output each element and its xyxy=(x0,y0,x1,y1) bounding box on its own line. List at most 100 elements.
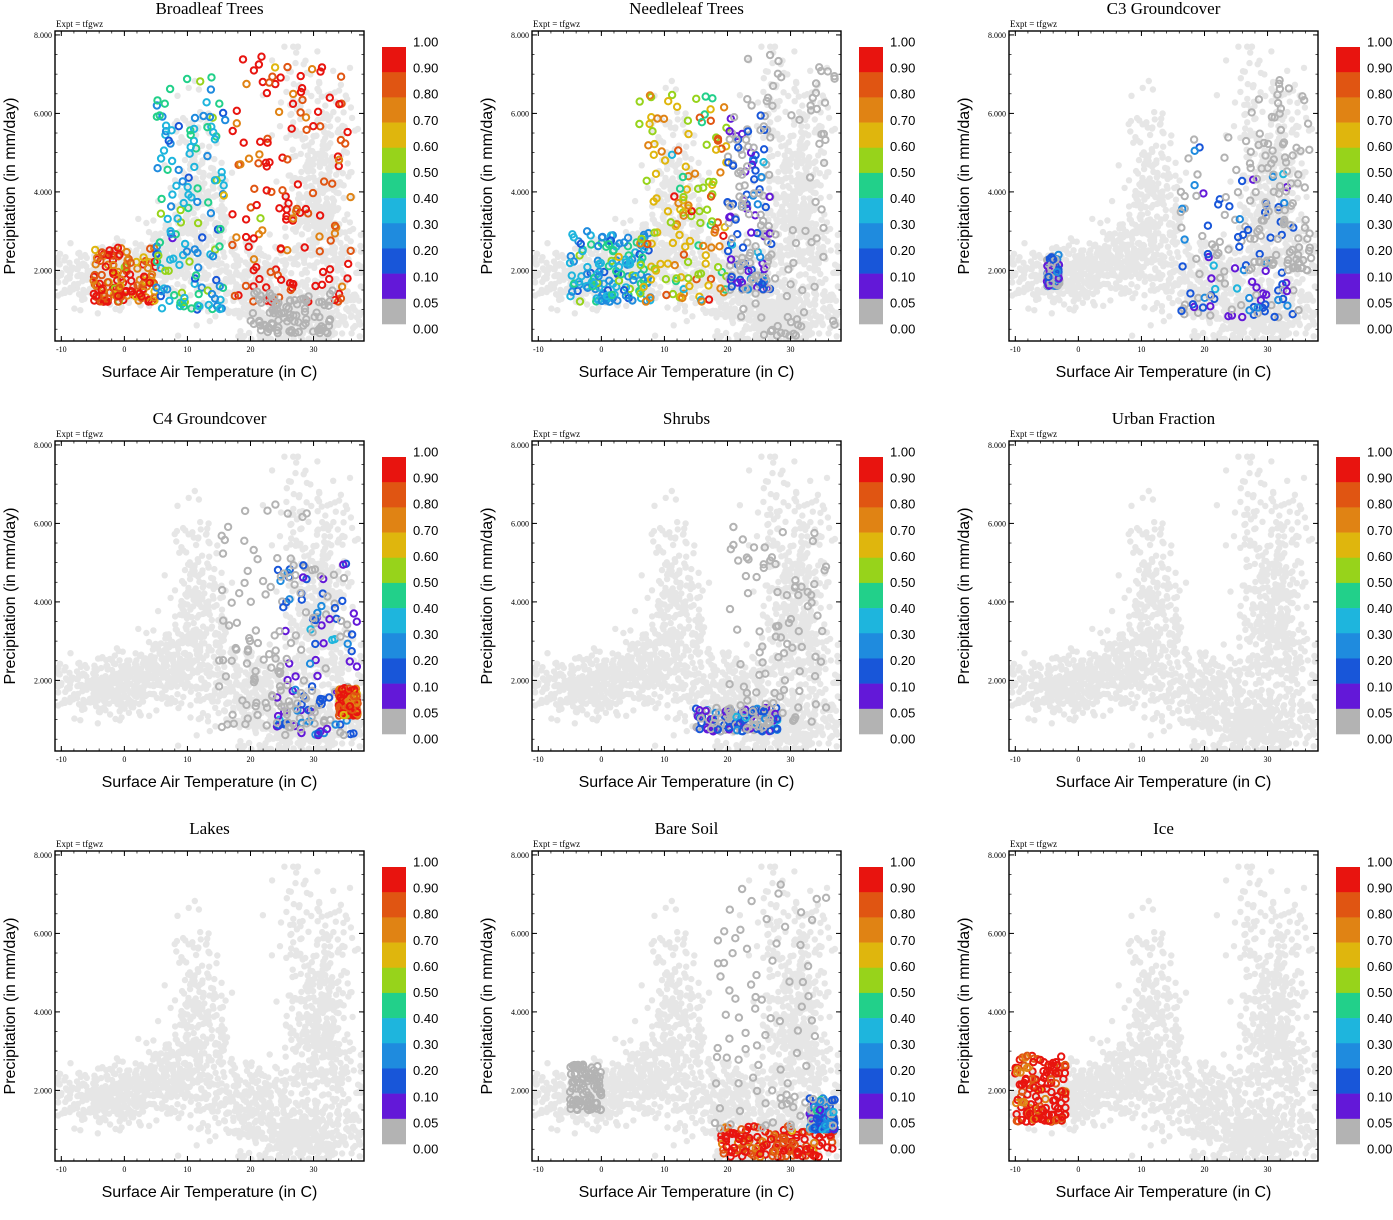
data-point xyxy=(248,309,258,318)
data-point-nodata xyxy=(799,102,806,109)
data-point xyxy=(787,111,796,120)
colorbar-label: 0.20 xyxy=(890,243,915,258)
data-point-nodata xyxy=(538,257,545,264)
data-point xyxy=(301,204,311,214)
data-point xyxy=(276,275,286,284)
data-point xyxy=(343,127,352,137)
x-axis-label: Surface Air Temperature (in C) xyxy=(579,364,795,381)
data-point-nodata xyxy=(192,175,199,182)
data-point-nodata xyxy=(236,314,243,321)
colorbar-label: 0.60 xyxy=(413,139,438,154)
data-point xyxy=(189,136,199,146)
data-point-nodata xyxy=(747,325,754,332)
data-point-nodata xyxy=(670,322,677,329)
data-point-nodata xyxy=(816,122,823,130)
data-point-nodata xyxy=(273,178,280,185)
data-point-nodata xyxy=(174,92,181,100)
colorbar-swatch xyxy=(382,97,406,123)
data-point xyxy=(649,197,658,206)
data-point-nodata xyxy=(752,331,759,339)
data-point xyxy=(646,275,656,284)
data-point-nodata xyxy=(657,283,664,291)
data-point-nodata xyxy=(798,233,805,240)
data-point xyxy=(163,214,172,224)
data-point-nodata xyxy=(660,272,667,279)
data-point xyxy=(100,292,109,301)
data-point xyxy=(819,223,828,233)
data-point-nodata xyxy=(314,98,321,105)
data-point xyxy=(263,134,272,144)
data-point xyxy=(343,274,352,283)
data-point xyxy=(96,256,105,265)
data-point-nodata xyxy=(779,163,786,170)
data-point-nodata xyxy=(789,249,796,256)
data-point xyxy=(726,255,736,264)
data-point-nodata xyxy=(792,202,799,209)
data-point xyxy=(801,226,810,236)
data-point xyxy=(819,158,829,168)
data-point xyxy=(756,111,765,120)
data-point xyxy=(175,301,185,311)
colorbar-swatch xyxy=(382,273,406,300)
data-point xyxy=(189,124,199,134)
data-point xyxy=(244,154,254,163)
data-point-nodata xyxy=(689,249,696,256)
data-point-nodata xyxy=(143,219,150,227)
data-point xyxy=(639,282,648,292)
data-point xyxy=(166,227,175,236)
data-point xyxy=(316,67,325,76)
data-point-nodata xyxy=(747,317,754,324)
data-point xyxy=(582,227,592,236)
data-point-nodata xyxy=(55,254,62,261)
data-point-nodata xyxy=(223,268,230,275)
data-point xyxy=(324,301,333,310)
data-point-nodata xyxy=(812,312,819,320)
data-point xyxy=(737,278,747,287)
data-point-nodata xyxy=(265,254,272,261)
data-point xyxy=(782,291,792,301)
data-point xyxy=(288,99,298,109)
data-point-nodata xyxy=(553,271,560,279)
data-point xyxy=(675,230,684,240)
data-point-nodata xyxy=(818,314,825,321)
data-point xyxy=(228,126,237,136)
data-point-nodata xyxy=(825,312,832,319)
data-point-nodata xyxy=(337,239,344,247)
data-point-nodata xyxy=(695,196,703,203)
data-point-nodata xyxy=(563,267,570,275)
data-point xyxy=(606,231,616,240)
expt-label: Expt = tfgwz xyxy=(56,19,103,29)
data-point-nodata xyxy=(182,214,189,221)
data-point-nodata xyxy=(777,256,785,263)
data-point xyxy=(172,181,181,191)
data-point-nodata xyxy=(771,43,779,50)
data-point xyxy=(663,207,673,216)
data-point xyxy=(684,201,693,210)
data-point xyxy=(811,79,821,88)
data-point-nodata xyxy=(330,208,337,215)
data-point-nodata xyxy=(303,269,311,276)
data-point xyxy=(701,92,710,101)
data-point xyxy=(278,186,287,195)
data-point xyxy=(297,84,307,93)
data-point xyxy=(751,166,760,175)
data-point xyxy=(153,164,162,173)
data-point-nodata xyxy=(298,168,305,176)
data-point-nodata xyxy=(716,335,723,341)
data-point xyxy=(300,243,309,252)
data-point-nodata xyxy=(769,59,776,67)
data-point xyxy=(346,246,355,256)
data-point-nodata xyxy=(808,220,816,227)
data-point xyxy=(92,291,101,300)
data-point xyxy=(115,250,124,259)
data-point-nodata xyxy=(556,278,563,285)
data-point-nodata xyxy=(781,213,788,220)
data-point xyxy=(293,180,303,189)
data-point xyxy=(317,63,327,72)
data-point-nodata xyxy=(299,218,307,225)
data-point-nodata xyxy=(808,249,815,257)
data-point-nodata xyxy=(778,251,785,259)
data-point-nodata xyxy=(798,123,805,130)
data-point-nodata xyxy=(336,179,344,186)
data-point-nodata xyxy=(532,292,539,299)
